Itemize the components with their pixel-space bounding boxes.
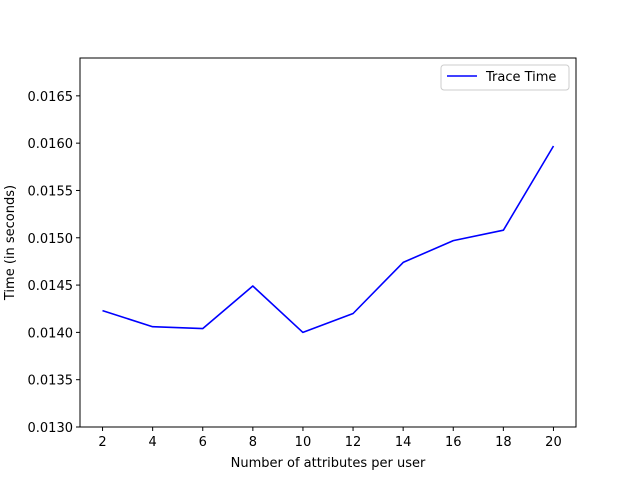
y-axis-label: Time (in seconds)	[3, 185, 18, 301]
x-tick-label: 12	[345, 435, 362, 450]
x-tick-label: 20	[545, 435, 562, 450]
legend: Trace Time	[440, 64, 570, 91]
y-tick-label: 0.0135	[28, 374, 74, 389]
y-tick-label: 0.0130	[28, 421, 74, 436]
legend-box	[440, 64, 570, 91]
x-tick-label: 18	[495, 435, 512, 450]
x-axis-ticks: 2 4 6 8 10 12 14 16 18 20	[98, 427, 562, 450]
legend-label: Trace Time	[485, 70, 556, 85]
x-tick-label: 2	[98, 435, 106, 450]
y-tick-label: 0.0160	[28, 137, 74, 152]
plot-frame	[79, 57, 577, 428]
y-tick-label: 0.0140	[28, 326, 74, 341]
x-tick-label: 4	[149, 435, 157, 450]
y-tick-label: 0.0145	[28, 279, 74, 294]
x-tick-label: 6	[199, 435, 207, 450]
series-line-trace-time	[102, 145, 555, 334]
series-layer	[102, 145, 555, 334]
y-axis-ticks: 0.0130 0.0135 0.0140 0.0145 0.0150 0.0155 0.01…	[28, 90, 80, 436]
y-tick-label: 0.0150	[28, 232, 74, 247]
x-tick-label: 16	[445, 435, 462, 450]
y-tick-label: 0.0155	[28, 184, 74, 199]
x-axis-label: Number of attributes per user	[231, 456, 426, 471]
x-tick-label: 10	[295, 435, 312, 450]
x-tick-label: 8	[249, 435, 257, 450]
x-tick-label: 14	[395, 435, 412, 450]
y-tick-label: 0.0165	[28, 90, 74, 105]
